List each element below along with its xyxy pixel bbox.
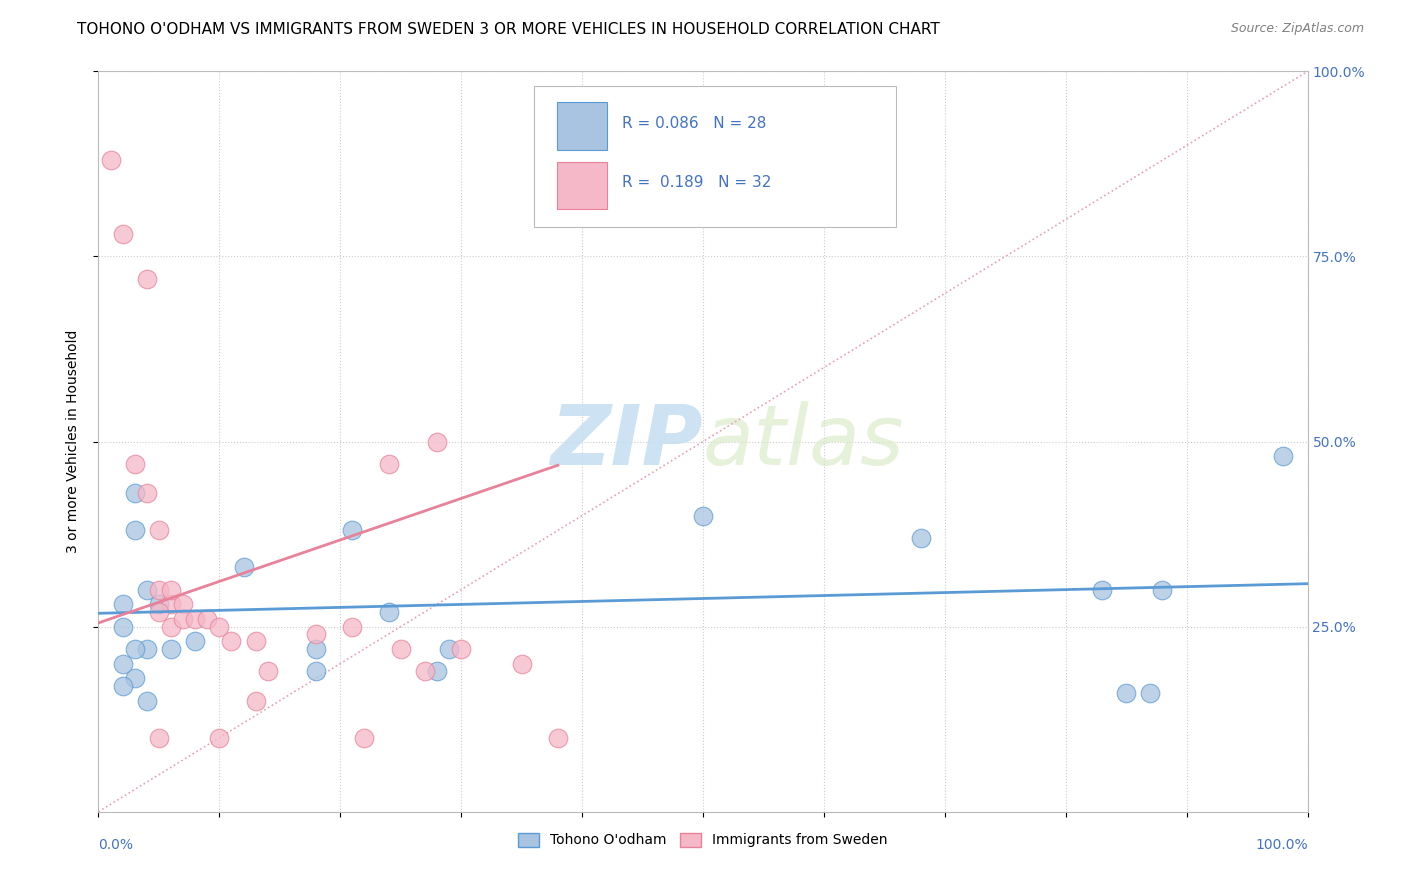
Point [160, 619, 183, 633]
Point [305, 627, 328, 641]
Point [389, 641, 412, 656]
Text: ZIP: ZIP [550, 401, 703, 482]
Point [135, 271, 157, 285]
Point [172, 612, 194, 626]
Point [124, 457, 146, 471]
Point [124, 672, 146, 686]
Point [377, 605, 399, 619]
Point [547, 731, 569, 745]
Point [1115, 686, 1137, 700]
Point [221, 634, 243, 648]
Text: atlas: atlas [703, 401, 904, 482]
Point [426, 664, 449, 678]
Point [1139, 686, 1161, 700]
Point [510, 657, 533, 671]
Point [148, 598, 170, 612]
Point [342, 524, 364, 538]
Point [305, 664, 328, 678]
Point [135, 641, 157, 656]
Text: 0.0%: 0.0% [98, 838, 134, 852]
Point [148, 524, 170, 538]
FancyBboxPatch shape [534, 87, 897, 227]
Point [148, 605, 170, 619]
Text: 100.0%: 100.0% [1256, 838, 1308, 852]
Point [437, 641, 460, 656]
Point [208, 731, 231, 745]
Point [245, 634, 267, 648]
Point [148, 731, 170, 745]
Point [160, 641, 183, 656]
Point [184, 612, 207, 626]
Point [1152, 582, 1174, 597]
Point [111, 598, 134, 612]
Point [353, 731, 375, 745]
Point [100, 153, 122, 168]
Point [256, 664, 278, 678]
Legend: Tohono O'odham, Immigrants from Sweden: Tohono O'odham, Immigrants from Sweden [513, 827, 893, 853]
Point [413, 664, 436, 678]
Point [450, 641, 472, 656]
Point [195, 612, 218, 626]
Point [124, 641, 146, 656]
Point [111, 619, 134, 633]
Point [135, 486, 157, 500]
Text: R = 0.086   N = 28: R = 0.086 N = 28 [621, 116, 766, 131]
Point [111, 679, 134, 693]
Point [111, 227, 134, 242]
Point [245, 694, 267, 708]
Point [426, 434, 449, 449]
Point [124, 524, 146, 538]
Point [692, 508, 714, 523]
Point [148, 582, 170, 597]
Text: Source: ZipAtlas.com: Source: ZipAtlas.com [1230, 22, 1364, 36]
Point [111, 657, 134, 671]
Point [1091, 582, 1114, 597]
Point [160, 598, 183, 612]
Point [232, 560, 254, 574]
Point [208, 619, 231, 633]
Point [184, 634, 207, 648]
Text: R =  0.189   N = 32: R = 0.189 N = 32 [621, 175, 772, 190]
FancyBboxPatch shape [557, 103, 607, 150]
Point [160, 582, 183, 597]
Text: TOHONO O'ODHAM VS IMMIGRANTS FROM SWEDEN 3 OR MORE VEHICLES IN HOUSEHOLD CORRELA: TOHONO O'ODHAM VS IMMIGRANTS FROM SWEDEN… [77, 22, 941, 37]
Point [135, 582, 157, 597]
Point [124, 486, 146, 500]
Y-axis label: 3 or more Vehicles in Household: 3 or more Vehicles in Household [66, 330, 80, 553]
Point [305, 641, 328, 656]
FancyBboxPatch shape [557, 161, 607, 209]
Point [342, 619, 364, 633]
Point [377, 457, 399, 471]
Point [910, 531, 932, 545]
Point [172, 598, 194, 612]
Point [135, 694, 157, 708]
Point [1272, 450, 1295, 464]
